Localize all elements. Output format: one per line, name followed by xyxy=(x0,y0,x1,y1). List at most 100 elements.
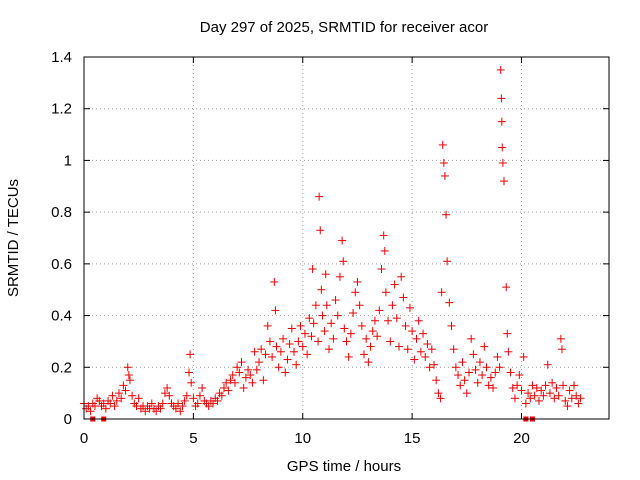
data-point xyxy=(311,301,320,310)
data-point xyxy=(436,394,445,403)
data-point xyxy=(489,383,498,392)
data-point xyxy=(108,391,117,400)
data-point xyxy=(124,371,133,380)
data-point xyxy=(147,399,156,408)
x-tick-label: 15 xyxy=(404,430,421,447)
data-point xyxy=(298,342,307,351)
data-point xyxy=(320,327,329,336)
data-point xyxy=(451,363,460,372)
data-point xyxy=(265,337,274,346)
data-point xyxy=(333,311,342,320)
data-point xyxy=(467,334,476,343)
y-axis-label: SRMTID / TECUs xyxy=(5,179,22,297)
data-point xyxy=(268,352,277,361)
data-point xyxy=(565,386,574,395)
data-point xyxy=(541,381,550,390)
data-point xyxy=(456,381,465,390)
data-point xyxy=(261,350,270,359)
data-point xyxy=(567,394,576,403)
data-point xyxy=(412,334,421,343)
data-point xyxy=(495,363,504,372)
data-point xyxy=(123,363,132,372)
data-point xyxy=(510,394,519,403)
data-point xyxy=(250,347,259,356)
data-point xyxy=(392,314,401,323)
data-point xyxy=(309,319,318,328)
data-point xyxy=(303,350,312,359)
data-point xyxy=(517,386,526,395)
data-point xyxy=(317,285,326,294)
data-point xyxy=(158,399,167,408)
data-point xyxy=(397,272,406,281)
data-point xyxy=(462,389,471,398)
data-point xyxy=(362,334,371,343)
data-point xyxy=(176,407,185,416)
data-point xyxy=(342,337,351,346)
data-point xyxy=(469,350,478,359)
data-point xyxy=(241,373,250,382)
data-point xyxy=(233,363,242,372)
data-point xyxy=(244,365,253,374)
data-point xyxy=(198,383,207,392)
data-point xyxy=(117,394,126,403)
data-point xyxy=(86,407,95,416)
data-point xyxy=(335,272,344,281)
data-point xyxy=(263,321,272,330)
data-point xyxy=(447,321,456,330)
x-tick-label: 5 xyxy=(189,430,197,447)
data-point xyxy=(349,308,358,317)
data-point xyxy=(548,378,557,387)
data-point xyxy=(399,293,408,302)
data-point xyxy=(314,337,323,346)
x-tick-label: 10 xyxy=(294,430,311,447)
x-tick-label: 20 xyxy=(513,430,530,447)
data-point xyxy=(543,360,552,369)
data-point xyxy=(185,368,193,377)
data-point xyxy=(366,342,375,351)
data-point xyxy=(556,334,565,343)
data-point xyxy=(528,381,537,390)
data-point xyxy=(112,396,121,405)
data-point xyxy=(346,329,355,338)
data-point xyxy=(322,301,331,310)
data-point xyxy=(380,246,389,255)
data-point xyxy=(539,391,548,400)
data-point xyxy=(272,342,281,351)
data-point xyxy=(344,352,353,361)
data-point xyxy=(410,355,419,364)
data-point xyxy=(381,288,390,297)
y-tick-label: 1 xyxy=(64,152,72,169)
data-point xyxy=(193,399,202,408)
data-point xyxy=(430,360,438,369)
data-point xyxy=(156,404,165,413)
data-point xyxy=(119,381,128,390)
data-point xyxy=(189,394,198,403)
data-point xyxy=(497,117,506,126)
data-point xyxy=(373,332,382,341)
y-tick-label: 0.4 xyxy=(51,308,72,325)
data-point xyxy=(570,381,578,390)
data-point xyxy=(554,391,563,400)
data-point xyxy=(416,347,425,356)
data-point xyxy=(292,360,301,369)
data-point xyxy=(434,389,443,398)
plot-frame xyxy=(83,56,610,420)
data-point xyxy=(115,389,123,398)
x-axis-label: GPS time / hours xyxy=(287,458,401,475)
data-point xyxy=(521,399,530,408)
data-point xyxy=(493,352,502,361)
grid-lines xyxy=(84,57,609,419)
data-point xyxy=(259,376,268,385)
data-point xyxy=(497,94,506,103)
data-point xyxy=(305,314,314,323)
data-point xyxy=(504,347,513,356)
data-point xyxy=(438,140,447,149)
data-point xyxy=(370,316,379,325)
data-point xyxy=(281,368,290,377)
data-point xyxy=(255,358,263,367)
data-point xyxy=(230,378,239,387)
data-point xyxy=(128,391,137,400)
data-points xyxy=(80,65,585,422)
data-point xyxy=(384,316,393,325)
data-point xyxy=(574,399,583,408)
